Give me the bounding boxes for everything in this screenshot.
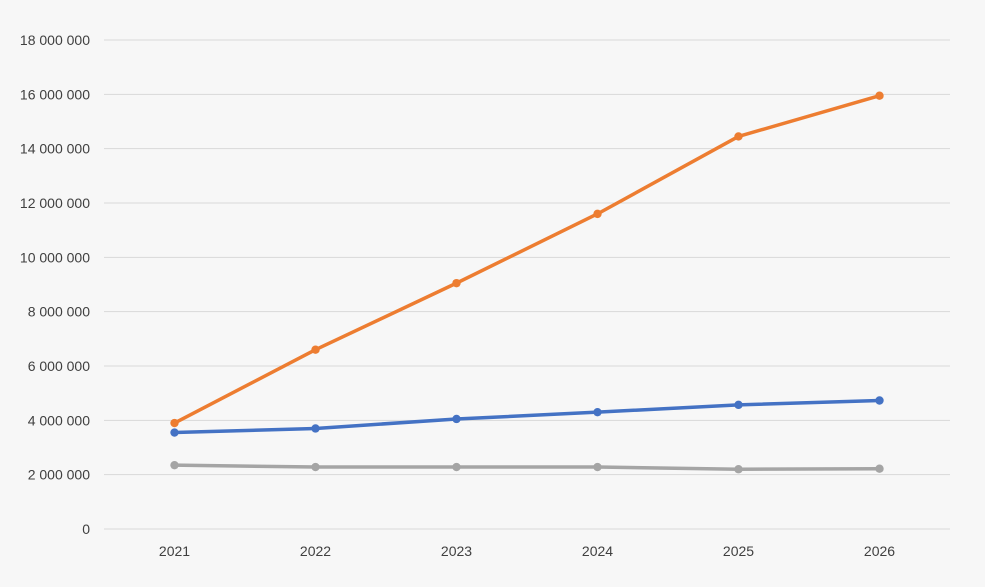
data-point [593,407,602,417]
x-tick-label: 2024 [582,543,613,559]
data-point [311,462,320,472]
x-tick-label: 2026 [864,543,895,559]
data-point [875,91,884,100]
data-point [170,428,179,437]
series-line [172,463,882,471]
y-axis: 0 2 000 000 4 000 000 6 000 000 8 000 000 10 … [20,32,90,537]
data-point [875,396,884,405]
y-tick-label: 6 000 000 [28,358,90,374]
y-tick-label: 2 000 000 [28,467,90,483]
data-point [734,465,743,474]
gridlines [104,39,950,530]
data-point [452,278,461,288]
data-point [452,414,461,424]
data-point [875,464,884,473]
series-line [172,398,882,435]
y-tick-label: 16 000 000 [20,86,90,102]
x-tick-label: 2021 [159,543,190,559]
data-point [170,418,179,428]
series-2 [170,396,884,437]
y-tick-label: 4 000 000 [28,412,90,428]
series-group [170,91,884,474]
y-tick-label: 0 [82,521,90,537]
y-tick-label: 8 000 000 [28,304,90,320]
data-point [593,462,602,472]
series-1 [170,91,884,428]
x-tick-label: 2022 [300,543,331,559]
x-tick-label: 2025 [723,543,754,559]
data-point [452,462,461,472]
data-point [311,424,320,433]
y-tick-label: 10 000 000 [20,249,90,265]
data-point [593,209,602,219]
data-point [170,460,179,470]
data-point [311,345,320,354]
y-tick-label: 14 000 000 [20,141,90,157]
data-point [734,400,743,410]
series-line [172,93,882,425]
y-tick-label: 18 000 000 [20,32,90,48]
x-tick-label: 2023 [441,543,472,559]
x-axis: 2021 2022 2023 2024 2025 2026 [159,543,895,559]
data-point [734,132,743,141]
y-tick-label: 12 000 000 [20,195,90,211]
series-3 [170,460,884,474]
